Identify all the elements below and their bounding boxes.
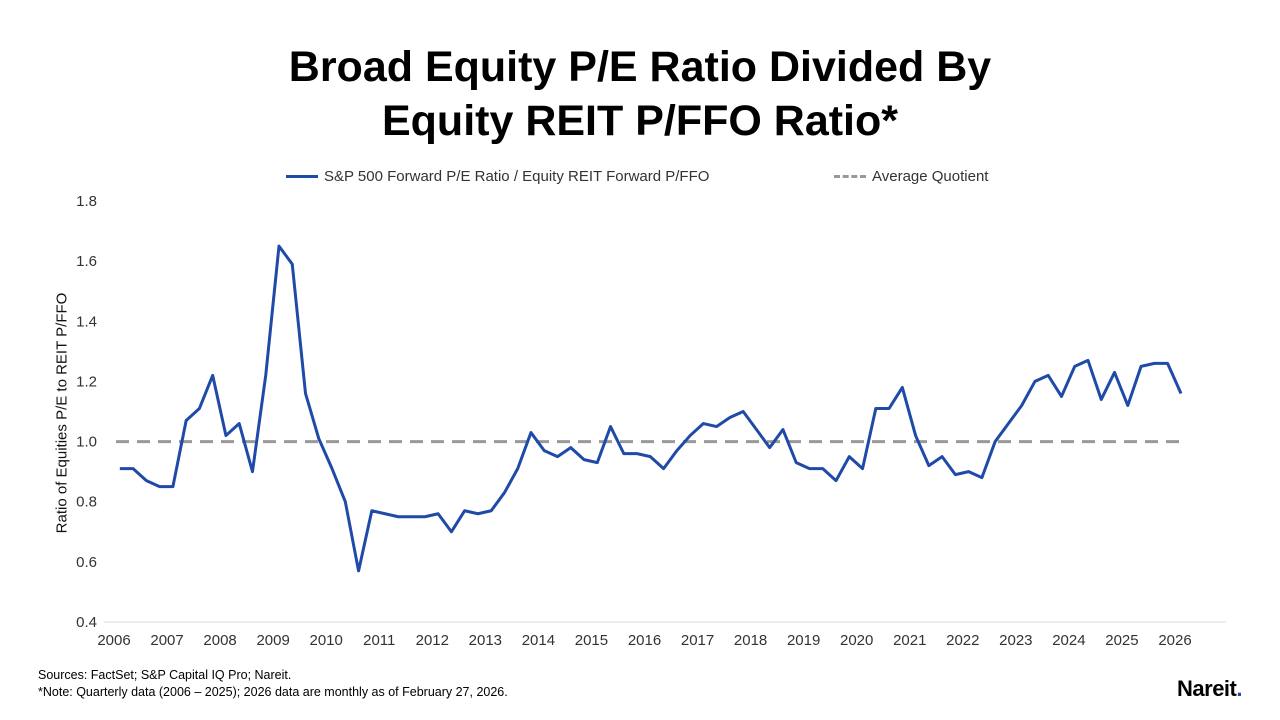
legend-item-average: Average Quotient	[834, 168, 988, 185]
y-tick-label: 1.2	[76, 373, 97, 390]
x-tick-label: 2025	[1105, 632, 1138, 649]
x-tick-label: 2015	[575, 632, 608, 649]
y-tick-label: 0.4	[76, 614, 97, 631]
legend-item-ratio: S&P 500 Forward P/E Ratio / Equity REIT …	[286, 168, 709, 185]
x-tick-label: 2021	[893, 632, 926, 649]
y-tick-label: 1.4	[76, 313, 97, 330]
x-tick-label: 2018	[734, 632, 767, 649]
x-tick-label: 2017	[681, 632, 714, 649]
x-tick-label: 2008	[203, 632, 236, 649]
x-tick-label: 2024	[1052, 632, 1085, 649]
y-tick-label: 0.8	[76, 494, 97, 511]
x-tick-label: 2019	[787, 632, 820, 649]
x-tick-label: 2006	[97, 632, 130, 649]
x-tick-label: 2007	[150, 632, 183, 649]
y-tick-label: 1.6	[76, 253, 97, 270]
x-tick-label: 2023	[999, 632, 1032, 649]
legend-swatch-dashed	[834, 175, 866, 178]
legend-swatch-solid	[286, 175, 318, 178]
sources-note: Sources: FactSet; S&P Capital IQ Pro; Na…	[38, 668, 292, 682]
x-tick-label: 2009	[256, 632, 289, 649]
x-tick-label: 2013	[469, 632, 502, 649]
y-tick-label: 1.8	[76, 193, 97, 210]
x-tick-label: 2012	[416, 632, 449, 649]
y-tick-label: 0.6	[76, 554, 97, 571]
x-tick-label: 2022	[946, 632, 979, 649]
x-tick-label: 2011	[363, 632, 395, 649]
chart-title: Broad Equity P/E Ratio Divided By Equity…	[0, 40, 1280, 148]
x-tick-label: 2020	[840, 632, 873, 649]
data-note: *Note: Quarterly data (2006 – 2025); 202…	[38, 685, 508, 699]
x-tick-label: 2016	[628, 632, 661, 649]
title-line-2: Equity REIT P/FFO Ratio*	[381, 97, 899, 145]
legend-label: Average Quotient	[872, 168, 989, 185]
y-tick-label: 1.0	[76, 434, 97, 451]
title-line-1: Broad Equity P/E Ratio Divided By	[288, 43, 992, 91]
x-tick-label: 2026	[1158, 632, 1191, 649]
legend-label: S&P 500 Forward P/E Ratio / Equity REIT …	[324, 168, 710, 185]
ratio-series-line	[119, 244, 1183, 573]
x-tick-label: 2014	[522, 632, 555, 649]
nareit-logo: Nareit.	[1177, 676, 1242, 701]
x-tick-label: 2010	[310, 632, 343, 649]
